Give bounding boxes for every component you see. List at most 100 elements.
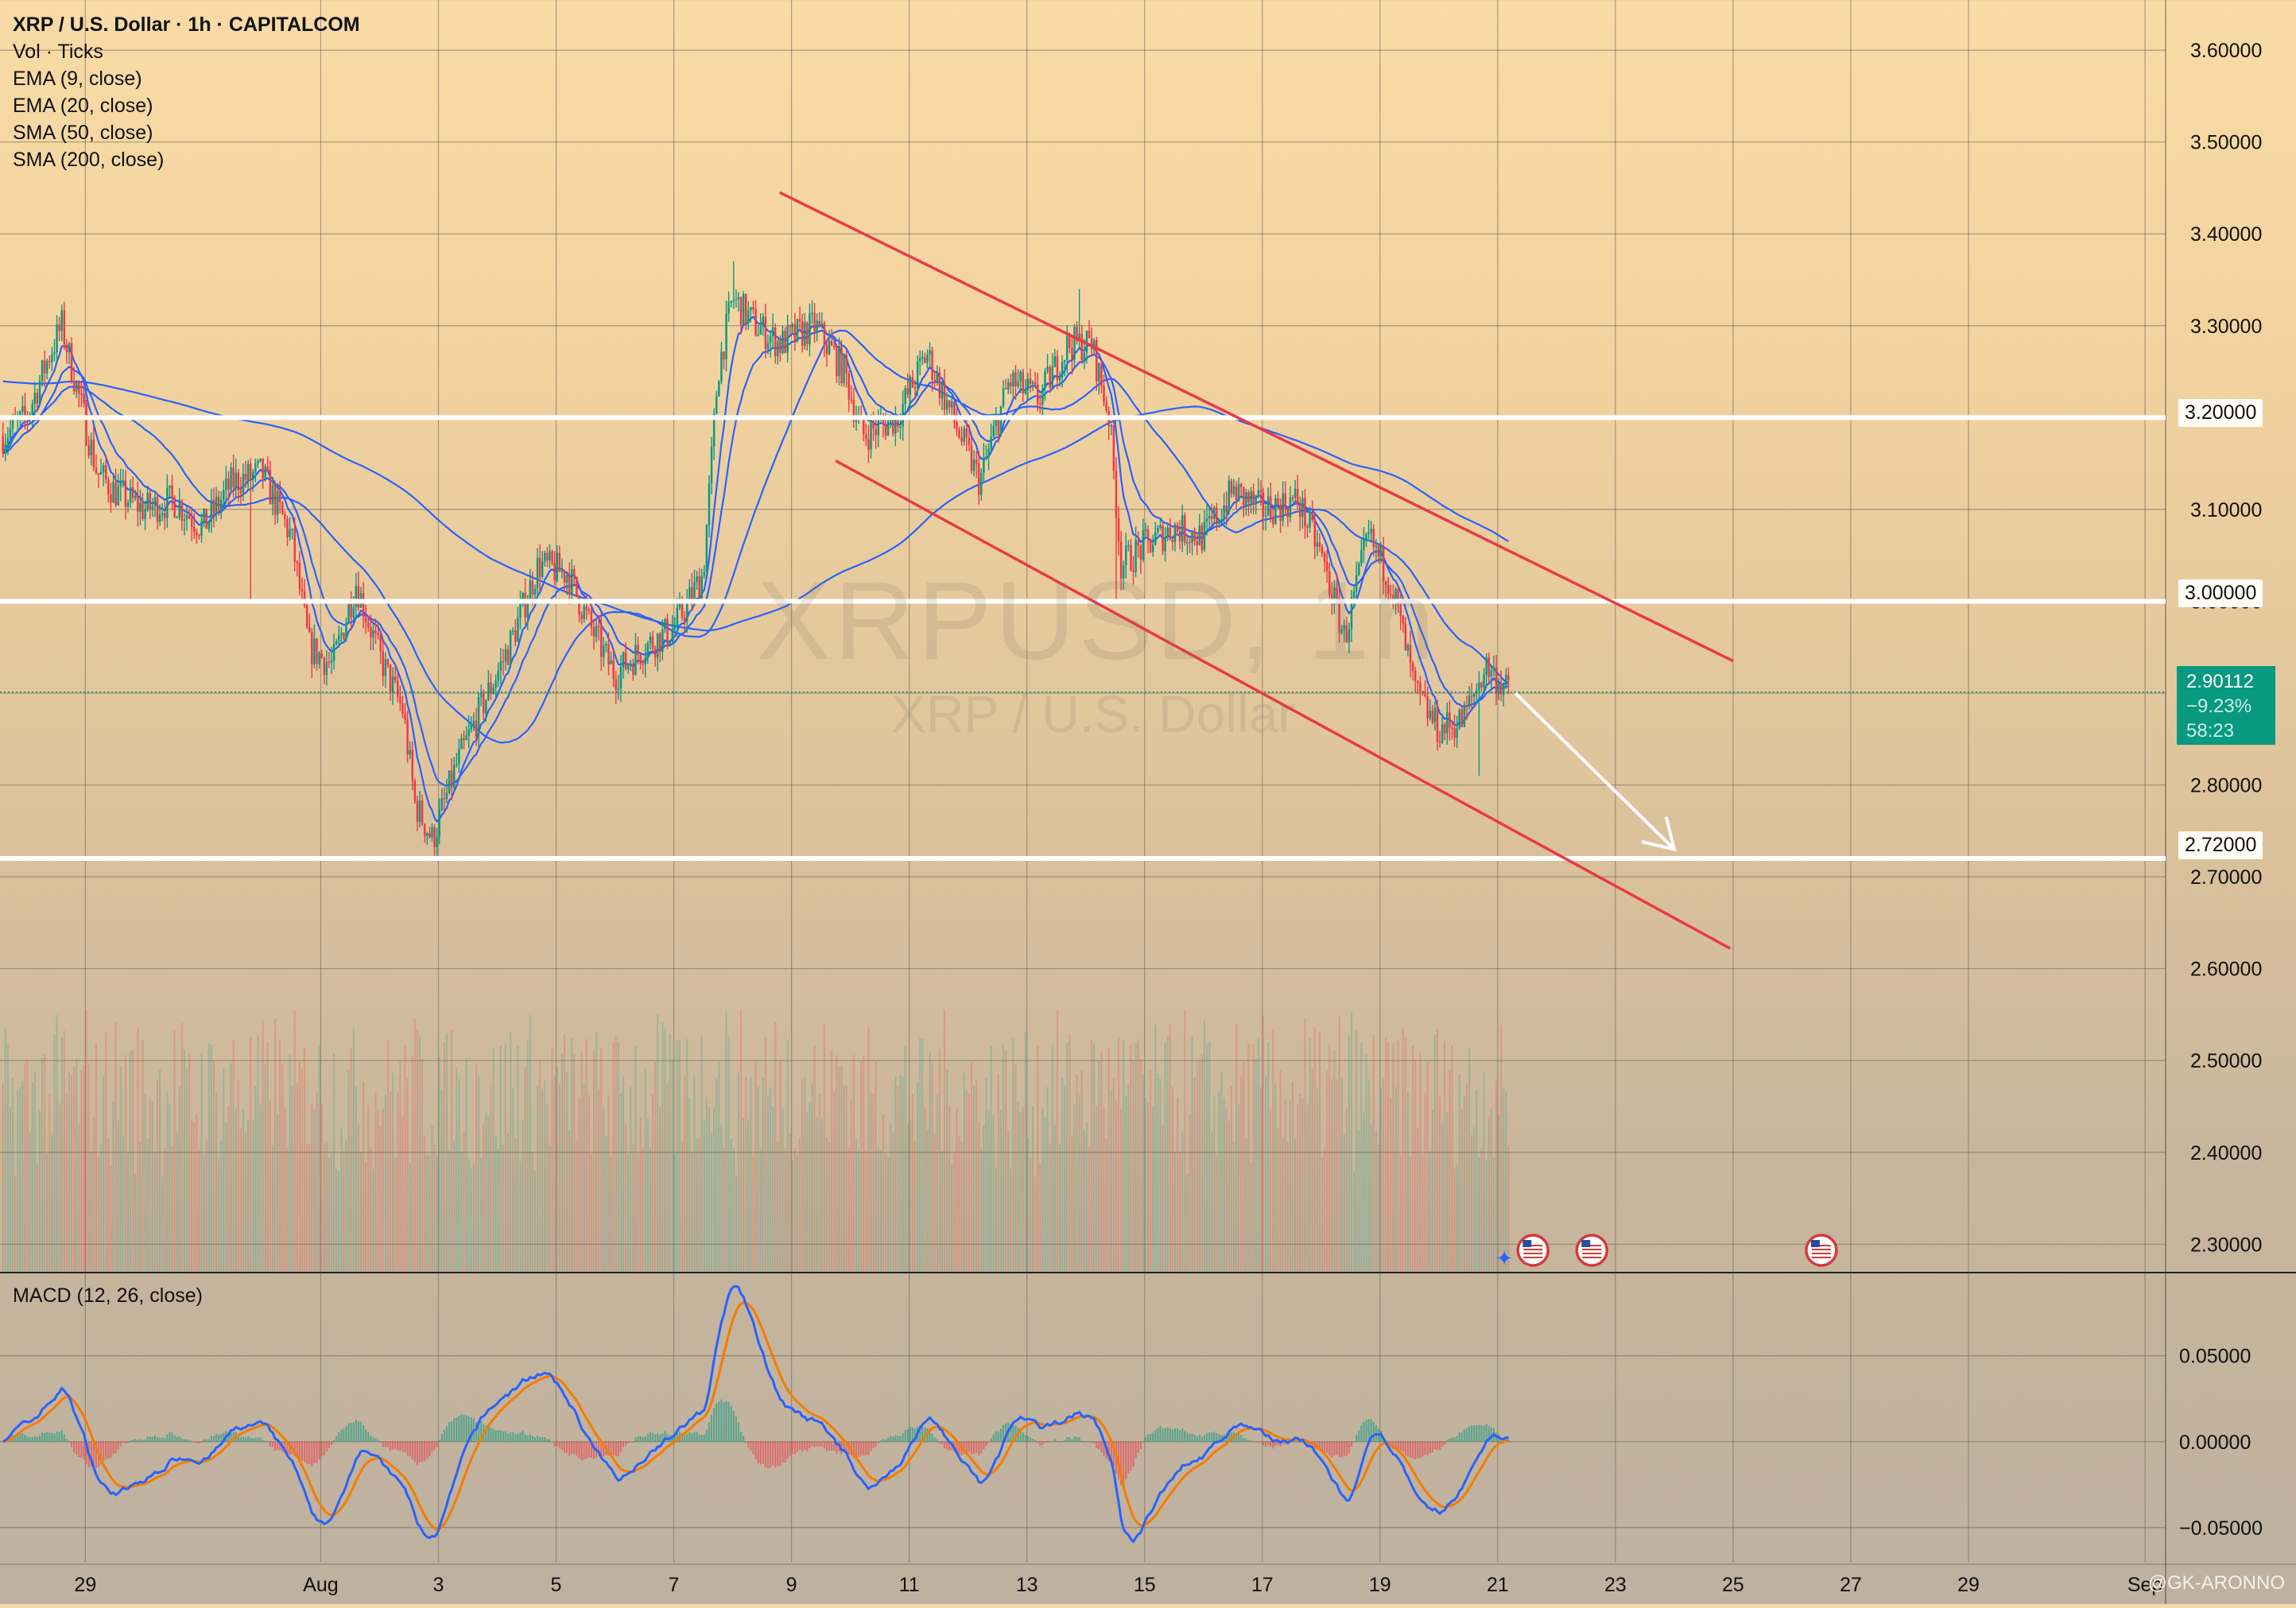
candle-body <box>1225 505 1228 513</box>
indicator-sma200[interactable]: SMA (200, close) <box>13 149 165 171</box>
candle-body <box>409 750 411 755</box>
candle-body <box>995 419 998 426</box>
candle-body <box>21 405 24 413</box>
volume-bar <box>619 1093 622 1272</box>
candle-body <box>1171 539 1174 543</box>
macd-hist-bar <box>463 1414 465 1442</box>
volume-bar <box>818 1094 820 1272</box>
macd-hist-bar <box>1358 1430 1360 1442</box>
candle-body <box>1499 684 1503 695</box>
volume-bar <box>1091 1040 1093 1272</box>
macd-hist-bar <box>325 1441 328 1452</box>
volume-bar <box>1184 1009 1186 1272</box>
candle-body <box>693 582 696 601</box>
candle-body <box>1200 525 1204 551</box>
volume-bar <box>536 1085 539 1272</box>
macd-hist-bar <box>512 1432 514 1442</box>
volume-bar <box>696 1139 698 1272</box>
candle-body <box>688 587 691 599</box>
macd-hist-bar <box>207 1439 210 1442</box>
macd-hist-bar <box>929 1428 931 1442</box>
volume-bar <box>235 1108 237 1272</box>
macd-hist-bar <box>149 1436 151 1442</box>
volume-bar <box>1277 1128 1279 1272</box>
macd-hist-bar <box>703 1434 705 1442</box>
macd-hist-bar <box>406 1441 409 1456</box>
volume-bar <box>875 1061 877 1272</box>
volume-bar <box>1321 1157 1324 1272</box>
candle-body <box>134 496 137 498</box>
indicator-ema9[interactable]: EMA (9, close) <box>13 68 142 90</box>
candle-body <box>443 798 446 800</box>
macd-hist-bar <box>176 1436 178 1442</box>
volume-bar <box>401 1115 404 1272</box>
macd-hist-bar <box>924 1427 926 1442</box>
macd-hist-bar <box>134 1438 137 1442</box>
macd-hist-bar <box>1130 1441 1132 1470</box>
candle-body <box>683 617 686 622</box>
indicator-sma50[interactable]: SMA (50, close) <box>13 122 153 144</box>
macd-hist-bar <box>684 1435 686 1442</box>
candle-body <box>264 466 266 479</box>
candle-body <box>397 680 399 697</box>
macd-hist-bar <box>798 1441 801 1451</box>
macd-hist-bar <box>777 1441 779 1467</box>
indicator-volume[interactable]: Vol · Ticks <box>13 41 103 63</box>
candle-body <box>522 592 524 605</box>
macd-hist-bar <box>1431 1441 1433 1453</box>
volume-bar <box>730 1138 732 1272</box>
us-event-icon[interactable] <box>1516 1234 1550 1267</box>
volume-bar <box>838 1067 840 1272</box>
macd-hist-bar <box>858 1441 860 1458</box>
candle-body <box>710 447 713 484</box>
macd-hist-bar <box>257 1437 259 1442</box>
candle-body <box>1002 388 1005 406</box>
candle-body <box>1228 480 1231 513</box>
candle-body <box>374 630 377 634</box>
volume-bar <box>1073 1103 1076 1272</box>
candle-body <box>472 720 475 725</box>
volume-bar <box>210 1044 212 1272</box>
volume-bar <box>1284 1098 1286 1272</box>
candle-body <box>750 307 752 311</box>
macd-hist-bar <box>789 1441 791 1456</box>
volume-bar <box>1252 1044 1255 1272</box>
volume-bar <box>666 1083 669 1272</box>
candle-body <box>1044 371 1046 389</box>
macd-hist-bar <box>1336 1441 1338 1455</box>
macd-hist-bar <box>1064 1439 1066 1442</box>
candle-body <box>696 576 698 583</box>
volume-bar <box>218 1159 220 1272</box>
volume-bar <box>1311 1067 1313 1272</box>
us-event-icon[interactable] <box>1575 1234 1609 1267</box>
volume-bar <box>1235 1023 1238 1272</box>
volume-bar <box>551 1047 553 1272</box>
candle-body <box>1117 517 1120 542</box>
macd-hist-bar <box>1120 1441 1123 1486</box>
volume-bar <box>97 1157 100 1272</box>
candle-body <box>1210 516 1213 520</box>
macd-hist-bar <box>1399 1441 1402 1451</box>
volume-bar <box>1333 1050 1336 1272</box>
candle-body <box>1218 519 1220 524</box>
volume-bar <box>1419 1052 1421 1272</box>
macd-hist-bar <box>1372 1422 1375 1442</box>
candle-body <box>622 652 625 668</box>
macd-hist-bar <box>784 1441 786 1463</box>
candle-body <box>164 513 166 518</box>
volume-bar <box>242 1109 245 1272</box>
indicator-ema20[interactable]: EMA (20, close) <box>13 95 153 117</box>
volume-bar <box>828 1141 831 1272</box>
us-event-icon[interactable] <box>1805 1234 1838 1267</box>
candle-body <box>865 434 867 440</box>
volume-bar <box>363 1081 365 1272</box>
volume-bar <box>1049 1144 1051 1272</box>
candle-body <box>1304 498 1306 527</box>
macd-hist-bar <box>847 1441 850 1455</box>
volume-bar <box>1238 1104 1240 1272</box>
macd-legend[interactable]: MACD (12, 26, close) <box>13 1284 203 1307</box>
volume-bar <box>858 1149 860 1272</box>
volume-bar <box>786 1040 789 1272</box>
